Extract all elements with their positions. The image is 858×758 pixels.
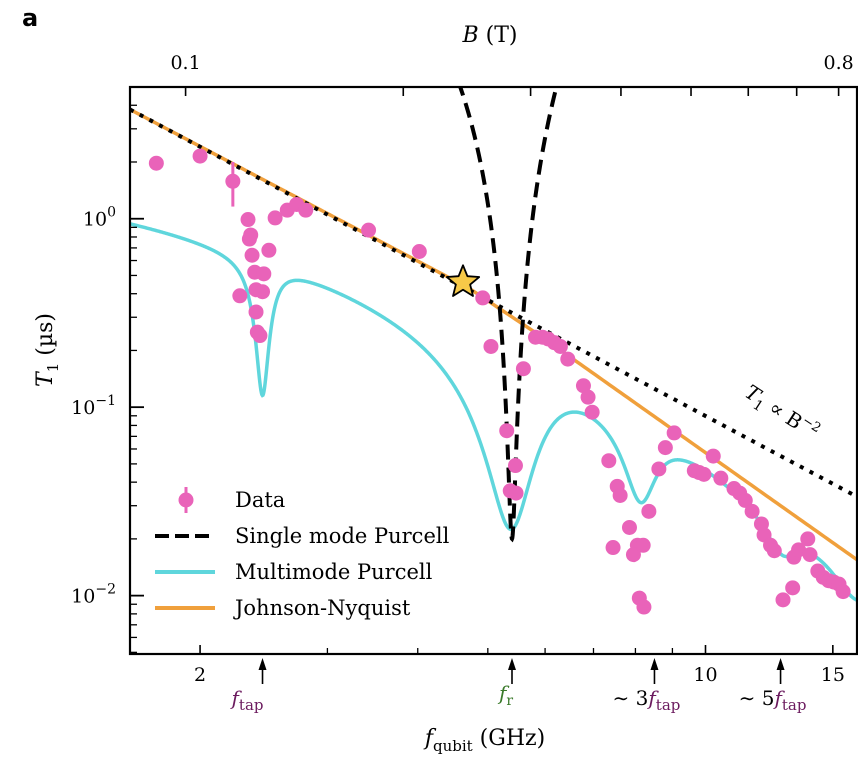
data-point <box>192 148 208 164</box>
five-ftap-label: ∼ 5ftap <box>739 686 807 714</box>
data-point <box>515 361 531 377</box>
x-tick-label: 15 <box>821 664 845 686</box>
plot-frame <box>128 85 858 656</box>
data-point <box>580 389 596 405</box>
y-axis-title: T1 (µs) <box>33 313 62 387</box>
data-point <box>411 243 427 259</box>
data-point <box>552 338 568 354</box>
data-point <box>635 537 651 553</box>
three-ftap-label: ∼ 3ftap <box>613 686 681 714</box>
legend-label: Multimode Purcell <box>235 560 433 584</box>
data-point <box>475 290 491 306</box>
data-point <box>641 503 657 519</box>
data-point <box>575 378 591 394</box>
y-tick-label: 10−2 <box>71 582 116 608</box>
data-point <box>785 580 801 596</box>
legend-marker-icon <box>178 492 194 508</box>
data-point <box>499 423 515 439</box>
legend-item: Single mode Purcell <box>155 524 450 548</box>
arrow-head-icon <box>507 658 516 670</box>
data-point <box>225 173 241 189</box>
data-point <box>248 304 264 320</box>
data-point <box>651 461 667 477</box>
data-point <box>261 242 277 258</box>
arrow-head-icon <box>776 658 785 670</box>
x-axis-title: fqubit (GHz) <box>423 726 545 755</box>
legend-item: Johnson-Nyquist <box>155 596 411 620</box>
data-point <box>240 212 256 228</box>
data-point <box>775 592 791 608</box>
data-point <box>791 542 807 558</box>
single-mode-purcell-curve <box>458 87 559 543</box>
legend-item: Data <box>178 487 285 513</box>
data-point <box>612 487 628 503</box>
data-point <box>584 404 600 420</box>
data-point <box>483 338 499 354</box>
y-ticks: 100 10−1 10−2 <box>71 86 144 653</box>
legend: Data Single mode Purcell Multimode Purcell… <box>155 487 450 620</box>
data-point <box>713 470 729 486</box>
top-tick-label: 0.1 <box>170 52 200 74</box>
panel-label: a <box>22 4 39 32</box>
data-point <box>148 155 164 171</box>
legend-item: Multimode Purcell <box>155 560 433 584</box>
data-point <box>252 328 268 344</box>
data-point <box>696 466 712 482</box>
data-point <box>605 540 621 556</box>
labels: B (T) fqubit (GHz) T1 (µs) <box>33 23 545 755</box>
data-point <box>835 584 851 600</box>
data-point <box>244 247 260 263</box>
data-point <box>625 547 641 563</box>
ftap-label: ftap <box>230 686 264 714</box>
data-point <box>636 599 652 615</box>
top-tick-label: 0.8 <box>824 52 854 74</box>
data-point <box>232 288 248 304</box>
legend-label: Data <box>235 488 285 512</box>
data-points <box>148 148 851 615</box>
data-point <box>705 448 721 464</box>
data-point <box>267 210 283 226</box>
data-point <box>766 543 782 559</box>
arrow-head-icon <box>650 658 659 670</box>
y-tick-label: 100 <box>83 205 116 231</box>
data-point <box>802 547 818 563</box>
data-point <box>744 503 760 519</box>
data-point <box>508 485 524 501</box>
top-ticks: 0.1 0.8 <box>170 52 854 96</box>
data-point <box>657 440 673 456</box>
johnson-nyquist-line <box>130 107 857 562</box>
data-point <box>255 284 271 300</box>
x-tick-label: 2 <box>194 664 206 686</box>
data-point <box>256 266 272 282</box>
data-point <box>243 227 259 243</box>
legend-label: Single mode Purcell <box>235 524 450 548</box>
data-point <box>361 222 377 238</box>
top-axis-title: B (T) <box>461 23 517 48</box>
data-point <box>800 531 816 547</box>
legend-label: Johnson-Nyquist <box>233 596 411 620</box>
data-point <box>737 492 753 508</box>
data-point <box>621 519 637 535</box>
x-ticks: 2 10 15 <box>194 645 845 686</box>
x-tick-label: 10 <box>693 664 717 686</box>
data-point <box>298 202 314 218</box>
fr-label: fr <box>497 681 513 709</box>
scaling-annotation: T1 ∝ B−2 <box>739 379 824 448</box>
arrow-head-icon <box>258 658 267 670</box>
star-layer <box>445 264 481 297</box>
y-tick-label: 10−1 <box>71 393 116 419</box>
data-point <box>666 425 682 441</box>
data-point <box>560 351 576 367</box>
highlight-star <box>445 264 481 297</box>
data-point <box>507 458 523 474</box>
data-point <box>601 453 617 469</box>
